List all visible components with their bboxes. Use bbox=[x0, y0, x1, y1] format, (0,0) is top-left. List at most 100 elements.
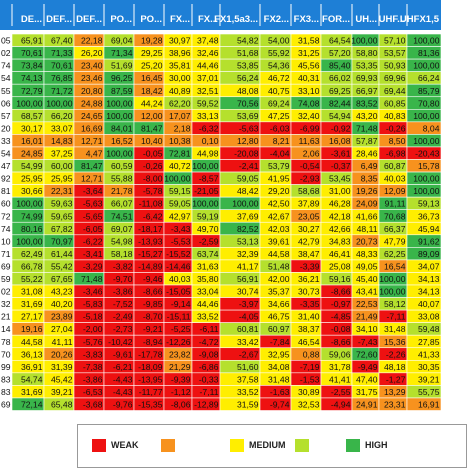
cell-value: 84,01 bbox=[111, 123, 133, 133]
cell-value: -4,94 bbox=[331, 400, 351, 410]
cell-value: 53,57 bbox=[384, 48, 406, 58]
cell-value: -6,05 bbox=[83, 224, 103, 234]
cell-value: 66,07 bbox=[111, 199, 133, 209]
column-header: UH... bbox=[355, 14, 377, 25]
cell-value: 59,16 bbox=[329, 274, 351, 284]
cell-value: 66,24 bbox=[418, 73, 440, 83]
cell-value: 68,57 bbox=[21, 111, 43, 121]
cell-value: 82,44 bbox=[329, 98, 351, 108]
cell-value: 66,37 bbox=[384, 224, 406, 234]
cell-value: 48,11 bbox=[357, 224, 378, 234]
cell-value: -15,35 bbox=[138, 400, 163, 410]
cell-value: -3,41 bbox=[83, 249, 103, 259]
cell-value: -15,27 bbox=[138, 249, 163, 259]
cell-value: 34,08 bbox=[268, 362, 290, 372]
cell-value: -3,83 bbox=[83, 349, 103, 359]
cell-value: 31,48 bbox=[268, 374, 290, 384]
cell-value: 12,09 bbox=[384, 186, 406, 196]
cell-value: 44,58 bbox=[268, 249, 290, 259]
cell-value: -2,67 bbox=[239, 349, 259, 359]
cell-value: -9,61 bbox=[113, 349, 133, 359]
cell-value: 16,01 bbox=[21, 136, 43, 146]
cell-value: 44,46 bbox=[197, 61, 219, 71]
cell-value: 100,00 bbox=[413, 36, 440, 46]
cell-value: 36,73 bbox=[418, 211, 440, 221]
cell-value: 82,52 bbox=[237, 224, 259, 234]
cell-value: 67,65 bbox=[51, 274, 73, 284]
cell-value: 8,21 bbox=[273, 136, 290, 146]
cell-value: -2,55 bbox=[331, 387, 351, 397]
cell-value: -3,82 bbox=[113, 261, 133, 271]
cell-value: 54,94 bbox=[329, 111, 351, 121]
cell-value: 60,59 bbox=[111, 161, 133, 171]
cell-value: 53,69 bbox=[237, 111, 259, 121]
cell-value: 19,28 bbox=[141, 36, 163, 46]
cell-value: 60,81 bbox=[237, 324, 259, 334]
cell-value: -6,22 bbox=[83, 236, 103, 246]
cell-value: -9,46 bbox=[143, 274, 163, 284]
cell-value: 42,97 bbox=[169, 211, 191, 221]
cell-value: -2,93 bbox=[300, 174, 320, 184]
cell-value: 42,50 bbox=[268, 199, 290, 209]
cell-value: 30,17 bbox=[21, 123, 43, 133]
legend-swatch-orange bbox=[161, 439, 175, 452]
cell-value: 61,44 bbox=[51, 249, 73, 259]
cell-value: 21 bbox=[1, 312, 11, 322]
cell-value: 27,17 bbox=[21, 312, 43, 322]
cell-value: -11,77 bbox=[139, 387, 163, 397]
cell-value: 35,37 bbox=[268, 287, 290, 297]
cell-value: -6,42 bbox=[143, 211, 163, 221]
cell-value: 74,08 bbox=[298, 98, 320, 108]
cell-value: 100,00 bbox=[106, 149, 133, 159]
cell-value: -5,25 bbox=[171, 324, 191, 334]
cell-value: -5,63 bbox=[239, 123, 259, 133]
cell-value: -1,12 bbox=[171, 387, 191, 397]
cell-value: -5,65 bbox=[83, 211, 103, 221]
cell-value: 89,09 bbox=[418, 249, 440, 259]
cell-value: 69 bbox=[1, 261, 11, 271]
cell-value: -0,08 bbox=[331, 324, 351, 334]
cell-value: 45,94 bbox=[418, 224, 440, 234]
cell-value: -9,76 bbox=[113, 400, 133, 410]
cell-value: -12,26 bbox=[166, 337, 191, 347]
cell-value: -4,43 bbox=[113, 374, 133, 384]
cell-value: -3,86 bbox=[83, 374, 103, 384]
cell-value: 71,34 bbox=[111, 48, 133, 58]
cell-value: 40,75 bbox=[268, 86, 290, 96]
cell-value: -3,35 bbox=[300, 299, 320, 309]
cell-value: 55,22 bbox=[21, 274, 43, 284]
legend-swatch-weak bbox=[92, 439, 106, 452]
cell-value: 22,18 bbox=[81, 36, 103, 46]
cell-value: 25,08 bbox=[329, 261, 351, 271]
cell-value: -7,84 bbox=[270, 337, 290, 347]
cell-value: 29,25 bbox=[141, 48, 163, 58]
cell-value: 67,82 bbox=[51, 224, 73, 234]
cell-value: 54,74 bbox=[21, 374, 43, 384]
cell-value: 71,72 bbox=[51, 86, 73, 96]
legend-swatch-medium bbox=[230, 439, 244, 452]
cell-value: 59,65 bbox=[51, 211, 73, 221]
cell-value: -8,06 bbox=[171, 400, 191, 410]
cell-value: -13,93 bbox=[138, 236, 163, 246]
cell-value: 20 bbox=[1, 123, 11, 133]
cell-value: 40,07 bbox=[418, 299, 440, 309]
cell-value: 47,79 bbox=[384, 236, 406, 246]
cell-value: 40,03 bbox=[384, 174, 406, 184]
cell-value: 41,11 bbox=[52, 337, 73, 347]
cell-value: 57,87 bbox=[356, 136, 378, 146]
cell-value: 70 bbox=[1, 349, 11, 359]
cell-value: 70,56 bbox=[237, 98, 259, 108]
cell-value: -18,09 bbox=[138, 362, 163, 372]
cell-value: 39,61 bbox=[268, 236, 290, 246]
cell-value: -7,11 bbox=[387, 312, 406, 322]
cell-value: 19,26 bbox=[356, 186, 378, 196]
cell-value: 31,75 bbox=[356, 387, 378, 397]
cell-value: 58,12 bbox=[384, 299, 406, 309]
column-header: FX... bbox=[170, 14, 190, 25]
cell-value: 33,04 bbox=[197, 287, 219, 297]
column-header: FX3... bbox=[294, 14, 319, 25]
cell-value: 24,85 bbox=[21, 149, 43, 159]
cell-value: 02 bbox=[1, 287, 11, 297]
cell-value: -6,11 bbox=[200, 324, 219, 334]
cell-value: 38,47 bbox=[298, 249, 320, 259]
